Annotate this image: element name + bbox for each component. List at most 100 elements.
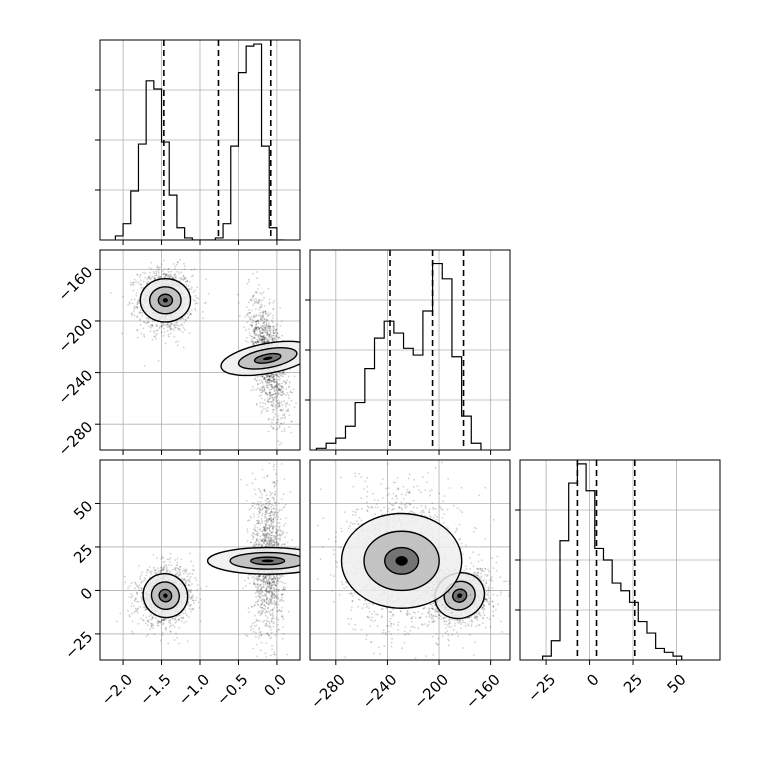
scatter-point xyxy=(268,313,270,316)
scatter-point xyxy=(253,299,255,302)
scatter-point xyxy=(264,581,267,584)
scatter-point xyxy=(141,580,143,583)
scatter-point xyxy=(148,566,151,568)
scatter-point xyxy=(139,311,142,314)
scatter-point xyxy=(276,382,278,384)
scatter-point xyxy=(253,333,256,336)
scatter-point xyxy=(259,379,261,381)
scatter-point xyxy=(147,633,149,636)
scatter-point xyxy=(250,338,253,341)
scatter-point xyxy=(182,579,185,582)
scatter-point xyxy=(263,532,265,535)
scatter-point xyxy=(259,589,262,592)
scatter-point xyxy=(262,390,264,392)
scatter-point xyxy=(198,607,201,609)
scatter-point xyxy=(189,313,192,315)
scatter-point xyxy=(155,274,157,277)
scatter-point xyxy=(272,301,275,304)
scatter-point xyxy=(272,521,275,524)
scatter-point xyxy=(254,592,257,595)
scatter-point xyxy=(278,502,280,505)
scatter-point xyxy=(266,598,268,601)
scatter-point xyxy=(160,325,162,328)
scatter-point xyxy=(287,375,290,378)
scatter-point xyxy=(252,513,255,515)
scatter-point xyxy=(275,384,278,387)
scatter-point xyxy=(167,642,170,645)
scatter-point xyxy=(278,403,281,406)
scatter-point xyxy=(270,510,273,513)
scatter-point xyxy=(263,530,266,532)
scatter-point xyxy=(137,585,139,588)
scatter-point xyxy=(168,558,171,561)
scatter-point xyxy=(263,318,266,321)
scatter-point xyxy=(253,524,256,527)
scatter-point xyxy=(255,314,257,317)
scatter-point xyxy=(155,323,158,326)
scatter-point xyxy=(259,538,261,541)
scatter-point xyxy=(267,326,270,328)
scatter-point xyxy=(256,288,259,290)
scatter-point xyxy=(265,328,268,331)
scatter-point xyxy=(148,267,151,269)
scatter-point xyxy=(279,575,282,577)
scatter-point xyxy=(278,444,281,446)
scatter-point xyxy=(258,520,261,523)
scatter-point xyxy=(188,596,191,599)
scatter-point xyxy=(273,594,276,596)
scatter-point xyxy=(263,527,266,529)
scatter-point xyxy=(171,323,174,326)
scatter-point xyxy=(194,303,197,305)
scatter-point xyxy=(264,380,267,382)
scatter-point xyxy=(288,386,291,389)
scatter-point xyxy=(276,606,278,609)
scatter-point xyxy=(169,561,171,563)
scatter-point xyxy=(271,396,273,399)
scatter-point xyxy=(252,272,255,275)
scatter-point xyxy=(256,537,258,540)
scatter-point xyxy=(271,409,274,411)
scatter-point xyxy=(272,496,275,499)
scatter-point xyxy=(142,320,145,323)
scatter-point xyxy=(262,586,265,589)
scatter-point xyxy=(182,578,185,581)
scatter-point xyxy=(205,301,207,304)
scatter-point xyxy=(273,386,275,388)
scatter-point xyxy=(277,387,280,390)
scatter-point xyxy=(278,389,281,392)
scatter-point xyxy=(272,518,275,520)
scatter-point xyxy=(263,662,265,664)
scatter-point xyxy=(175,341,177,343)
scatter-point xyxy=(272,584,274,586)
scatter-point xyxy=(205,585,208,588)
scatter-point xyxy=(256,387,259,390)
scatter-point xyxy=(135,280,137,283)
scatter-point xyxy=(264,589,266,592)
scatter-point xyxy=(276,588,278,591)
scatter-point xyxy=(269,590,271,593)
scatter-point xyxy=(136,607,139,610)
scatter-point xyxy=(177,568,180,570)
scatter-point xyxy=(142,619,144,621)
scatter-point xyxy=(261,336,263,338)
scatter-point xyxy=(280,610,283,613)
scatter-point xyxy=(159,571,162,574)
scatter-point xyxy=(252,631,255,633)
scatter-point xyxy=(271,338,274,341)
scatter-point xyxy=(280,391,283,394)
scatter-point xyxy=(160,569,163,571)
scatter-point xyxy=(273,397,275,399)
scatter-point xyxy=(254,583,256,586)
scatter-point xyxy=(150,572,152,575)
scatter-point xyxy=(267,378,270,381)
scatter-point xyxy=(277,402,280,405)
scatter-point xyxy=(275,334,277,336)
scatter-point xyxy=(154,569,157,572)
scatter-point xyxy=(256,534,259,536)
scatter-point xyxy=(286,403,288,405)
scatter-point xyxy=(173,619,176,621)
scatter-point xyxy=(178,568,181,571)
scatter-point xyxy=(173,626,176,628)
scatter-point xyxy=(261,375,263,377)
scatter-point xyxy=(245,585,248,588)
